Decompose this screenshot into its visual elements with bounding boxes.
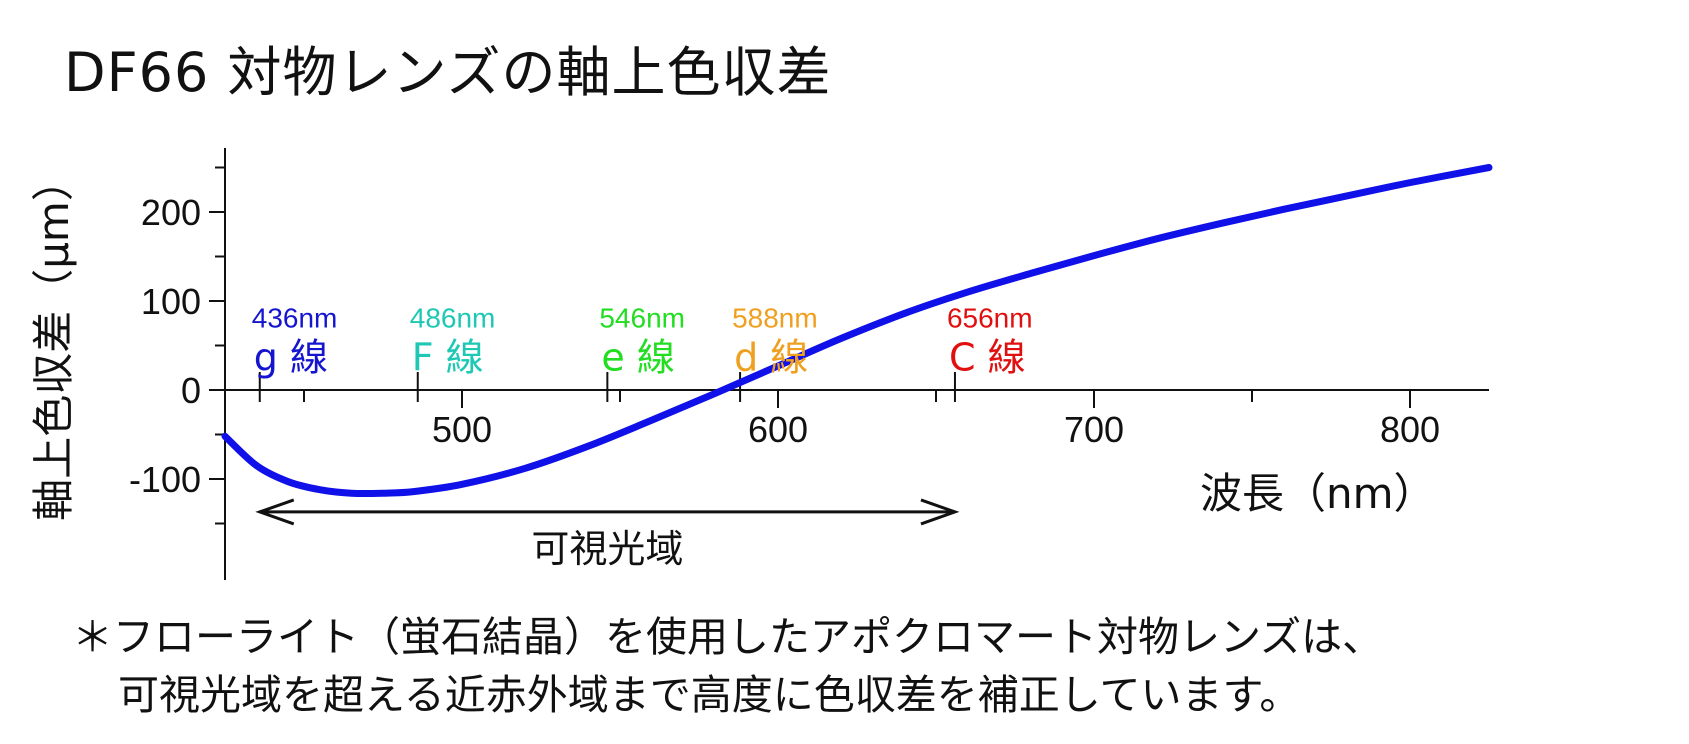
spectral-line-name: e 線	[601, 335, 674, 379]
y-tick-label: 200	[141, 192, 201, 233]
y-tick-label: -100	[129, 459, 201, 500]
visible-region-arrowhead-right	[920, 498, 960, 526]
x-tick-label: 800	[1380, 409, 1440, 450]
footnote: ＊フローライト（蛍石結晶）を使用したアポクロマート対物レンズは、 可視光域を超え…	[72, 608, 1383, 724]
spectral-line-name: C 線	[949, 335, 1026, 379]
footnote-line-2: 可視光域を超える近赤外域まで高度に色収差を補正しています。	[118, 671, 1301, 719]
spectral-line-name: F 線	[412, 335, 484, 379]
x-axis-title: 波長（nm）	[1200, 469, 1436, 518]
y-tick-label: 0	[181, 370, 201, 411]
axes	[209, 148, 1489, 580]
visible-region-label: 可視光域	[531, 527, 683, 571]
y-axis-title: 軸上色収差（μm）	[29, 159, 78, 521]
spectral-line-wavelength: 588nm	[732, 303, 818, 334]
spectral-line-wavelength: 436nm	[252, 303, 338, 334]
spectral-line-wavelength: 486nm	[410, 303, 496, 334]
aberration-curve	[221, 164, 1493, 498]
visible-region-arrowhead-left	[255, 498, 295, 526]
x-tick-label: 600	[748, 409, 808, 450]
spectral-line-name: g 線	[254, 335, 328, 379]
spectral-line-wavelength: 656nm	[947, 303, 1033, 334]
spectral-line-wavelength: 546nm	[599, 303, 685, 334]
spectral-line-name: d 線	[734, 335, 808, 379]
page-title: DF66 対物レンズの軸上色収差	[64, 41, 832, 104]
y-tick-label: 100	[141, 281, 201, 322]
footnote-line-1: ＊フローライト（蛍石結晶）を使用したアポクロマート対物レンズは、	[72, 613, 1384, 661]
x-tick-label: 500	[432, 409, 492, 450]
chart-marks	[221, 164, 1493, 526]
x-tick-label: 700	[1064, 409, 1124, 450]
